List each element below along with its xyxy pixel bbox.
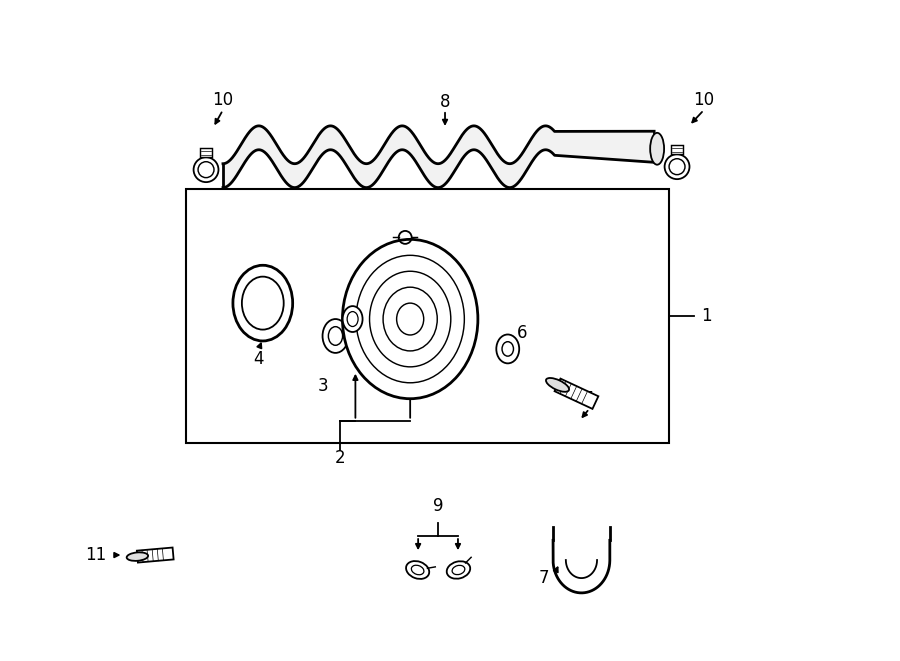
Polygon shape <box>137 547 174 563</box>
Polygon shape <box>554 379 598 409</box>
Ellipse shape <box>411 565 424 575</box>
Ellipse shape <box>406 561 429 579</box>
Text: 5: 5 <box>584 390 595 408</box>
Ellipse shape <box>496 334 519 364</box>
Ellipse shape <box>347 311 358 327</box>
Ellipse shape <box>452 565 464 574</box>
Ellipse shape <box>127 553 148 561</box>
Text: 9: 9 <box>433 497 444 516</box>
Bar <box>186 188 669 442</box>
Text: 10: 10 <box>693 91 715 109</box>
Ellipse shape <box>233 265 292 341</box>
Bar <box>671 145 683 154</box>
Text: 6: 6 <box>517 324 526 342</box>
Circle shape <box>194 157 219 182</box>
Ellipse shape <box>546 378 569 392</box>
Text: 8: 8 <box>440 93 450 111</box>
Text: 10: 10 <box>212 91 233 109</box>
Ellipse shape <box>242 276 284 330</box>
Ellipse shape <box>343 239 478 399</box>
Text: 3: 3 <box>317 377 328 395</box>
Ellipse shape <box>502 342 514 356</box>
Circle shape <box>664 154 689 179</box>
Ellipse shape <box>328 327 343 345</box>
Ellipse shape <box>343 306 363 332</box>
Ellipse shape <box>446 561 470 579</box>
Ellipse shape <box>650 133 664 165</box>
Text: 4: 4 <box>254 350 264 368</box>
Bar <box>200 148 212 157</box>
Text: 7: 7 <box>538 569 549 587</box>
Text: 11: 11 <box>86 546 106 564</box>
Ellipse shape <box>322 319 348 353</box>
Text: 1: 1 <box>702 307 712 325</box>
Text: 2: 2 <box>335 449 346 467</box>
